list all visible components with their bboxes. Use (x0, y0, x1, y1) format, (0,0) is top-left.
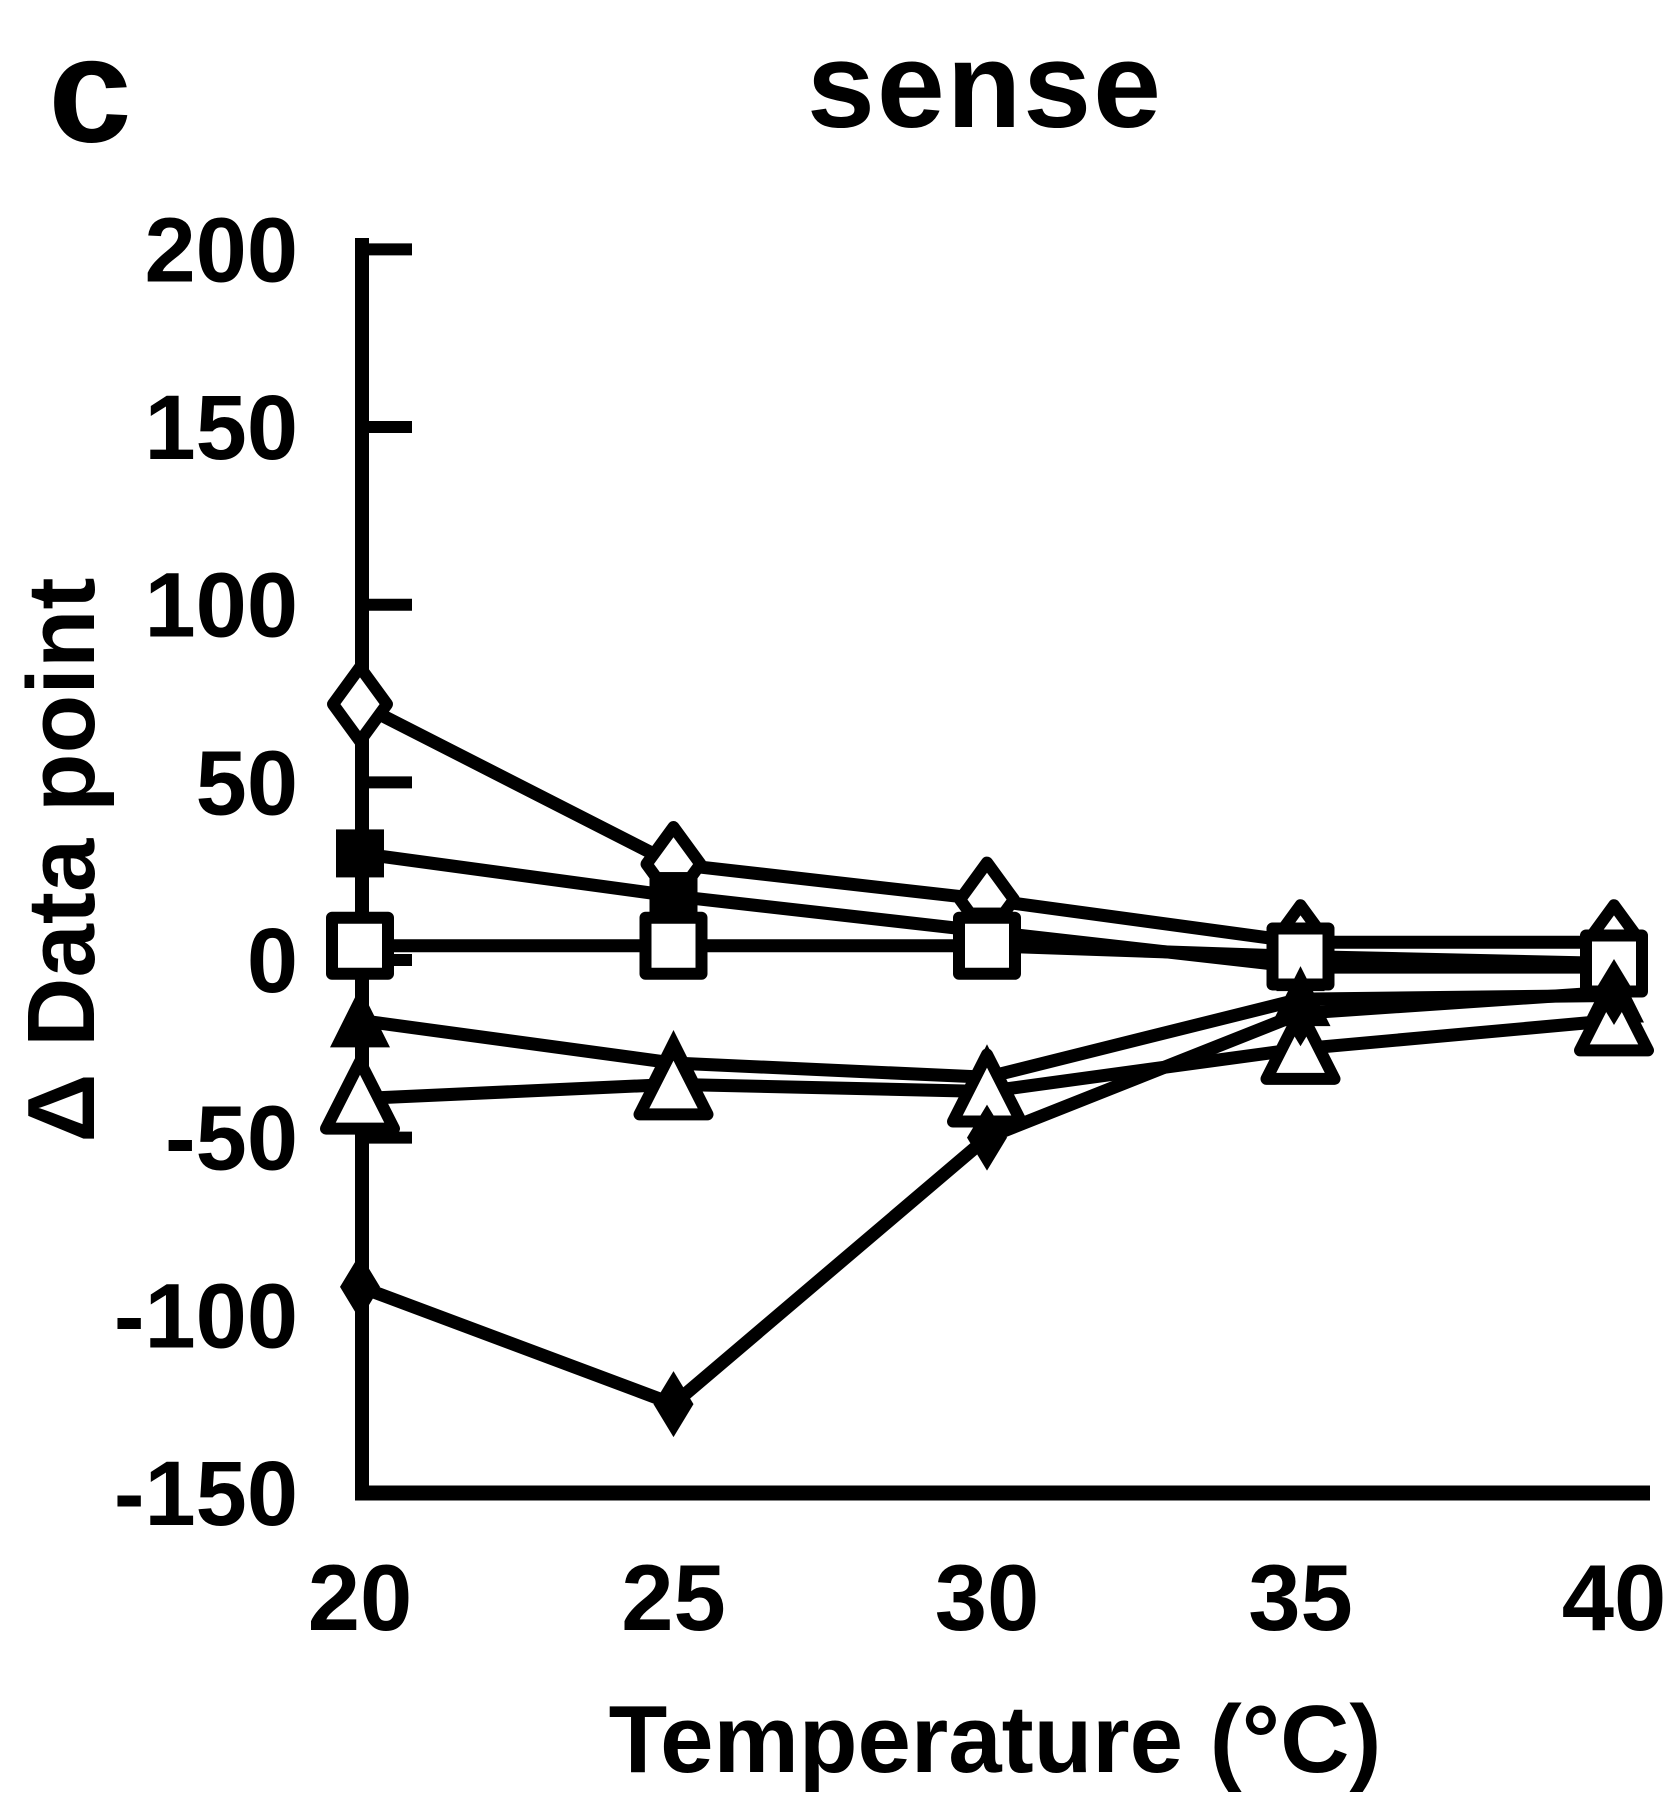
panel-label: c (48, 5, 132, 174)
y-tick-label: 150 (145, 377, 299, 479)
marker-open-triangle (633, 1041, 714, 1121)
y-tick-label: 50 (196, 732, 298, 834)
marker-open-square (639, 911, 708, 980)
marker-open-triangle (320, 1055, 400, 1135)
y-tick-label: -50 (165, 1088, 298, 1190)
y-tick-label: -100 (114, 1265, 298, 1367)
marker-filled-diamond (653, 1371, 694, 1438)
marker-open-diamond (327, 661, 393, 748)
x-tick-label: 20 (308, 1545, 413, 1650)
x-tick-label: 25 (621, 1545, 726, 1650)
marker-open-square (953, 911, 1021, 980)
chart-title: sense (807, 17, 1163, 153)
y-tick-label: 100 (145, 555, 299, 657)
y-tick-label: 0 (247, 910, 298, 1012)
x-tick-label: 30 (935, 1545, 1040, 1650)
marker-open-square (326, 911, 394, 980)
y-tick-label: 200 (145, 199, 299, 301)
marker-filled-triangle (330, 987, 390, 1048)
marker-filled-diamond (1594, 958, 1634, 1025)
marker-filled-diamond (967, 1104, 1007, 1171)
y-axis-title: Δ Data point (8, 577, 115, 1143)
marker-filled-diamond (1280, 980, 1321, 1047)
marker-filled-diamond (340, 1253, 380, 1320)
x-axis-title: Temperature (°C) (608, 1686, 1382, 1793)
marker-filled-square (336, 829, 384, 878)
x-tick-label: 35 (1248, 1545, 1353, 1650)
y-tick-label: -150 (114, 1443, 298, 1545)
x-tick-label: 40 (1562, 1545, 1667, 1650)
